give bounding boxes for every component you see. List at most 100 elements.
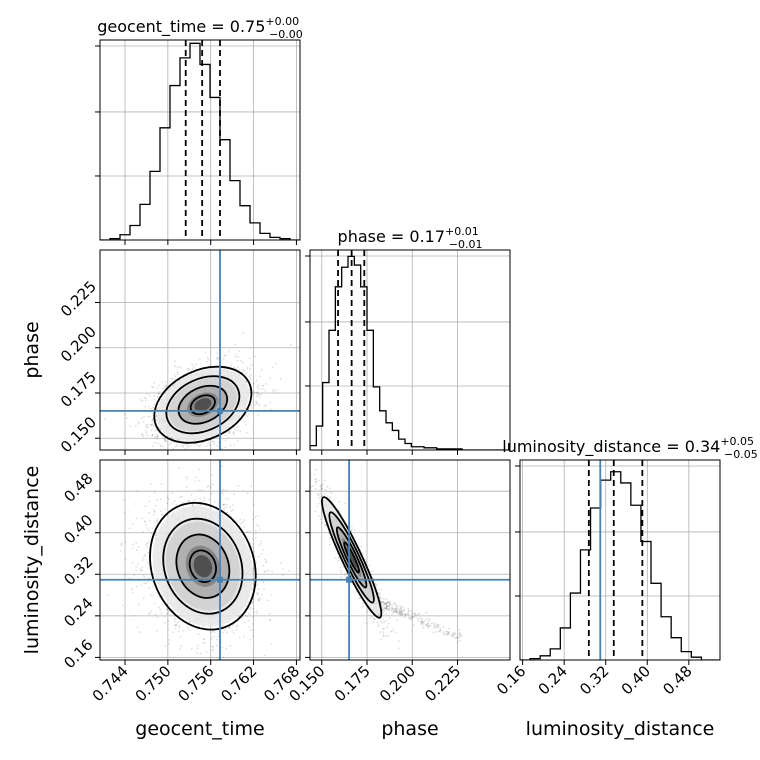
sample-point [131,588,133,590]
sample-point [171,492,173,494]
sample-point [247,601,249,604]
sample-point [246,615,249,617]
sample-point [144,406,147,408]
sample-point [261,593,263,596]
sample-point [213,501,216,503]
sample-point [187,446,189,448]
sample-point [141,433,144,435]
sample-point [155,408,158,411]
sample-point [228,627,231,630]
sample-point [156,520,158,522]
sample-point [216,358,219,360]
sample-point [269,618,271,621]
sample-point [146,562,149,564]
sample-point [247,626,250,628]
sample-point [142,531,144,533]
sample-point [131,562,134,564]
sample-point [175,624,177,627]
sample-point [248,389,251,392]
sample-point [228,431,231,434]
panel-frame [519,459,721,661]
sample-point [154,436,157,438]
sample-point [163,386,166,388]
sample-point [150,483,153,486]
sample-point [240,522,243,525]
sample-point [151,434,154,436]
sample-point [257,588,260,590]
hist-panel-phase: phase = 0.17+0.01 −0.01 [305,225,511,455]
sample-point [194,480,196,483]
sample-point [216,445,219,447]
sample-point [199,498,201,500]
sample-point [249,357,251,360]
sample-point [174,375,177,378]
sample-point [289,343,292,346]
sample-point [140,417,143,420]
sample-point [142,597,145,600]
sample-point [229,644,232,647]
sample-point [151,420,154,423]
sample-point [185,486,188,488]
sample-point [168,610,170,613]
sample-point [216,357,218,359]
sample-point [143,582,146,584]
sample-point [207,485,210,487]
sample-point [182,451,184,453]
sample-point [167,612,169,614]
sample-point [239,430,242,433]
sample-point [142,435,145,438]
sample-point [159,452,161,454]
sample-point [249,368,251,371]
sample-point [212,648,215,651]
sample-point [186,367,189,370]
sample-point [225,667,227,669]
sample-point [166,608,168,610]
sample-point [197,489,200,492]
sample-point [147,587,150,589]
sample-point [222,656,225,658]
sample-point [242,521,244,524]
sample-point [235,628,238,631]
sample-point [229,444,232,447]
sample-point [132,591,134,594]
sample-point [225,498,227,500]
sample-point [222,503,225,506]
sample-point [221,631,224,634]
sample-point [137,603,140,606]
hist-panel-geocent_time: geocent_time = 0.75+0.00 −0.00 [95,15,303,245]
sample-point [167,609,170,611]
sample-point [174,365,176,368]
sample-point [258,597,260,600]
sample-point [177,621,180,624]
sample-point [268,612,271,615]
sample-point [238,636,241,639]
sample-point [131,523,134,525]
y-tick-label: 0.225 [57,277,100,320]
sample-point [271,389,274,391]
sample-point [228,626,231,629]
sample-point [156,387,158,389]
sample-point [190,493,193,496]
sample-point [160,444,162,447]
y-tick-label: 0.200 [57,323,100,366]
histogram-geocent_time [100,42,300,240]
sample-point [234,428,237,430]
panel-plot-area [100,250,300,454]
y-tick-label: 0.40 [60,511,96,547]
sample-point [261,552,263,555]
sample-point [228,626,231,629]
sample-point [158,606,160,609]
y-tick-label: 0.24 [60,594,96,630]
sample-point [147,405,150,408]
sample-point [131,547,134,550]
sample-point [179,648,181,651]
sample-point [248,375,251,378]
sample-point [159,444,162,447]
sample-point [132,543,135,546]
sample-point [195,476,198,479]
sample-point [203,500,206,502]
sample-point [146,541,148,544]
sample-point [251,363,254,366]
sample-point [199,504,201,506]
sample-point [159,608,162,611]
